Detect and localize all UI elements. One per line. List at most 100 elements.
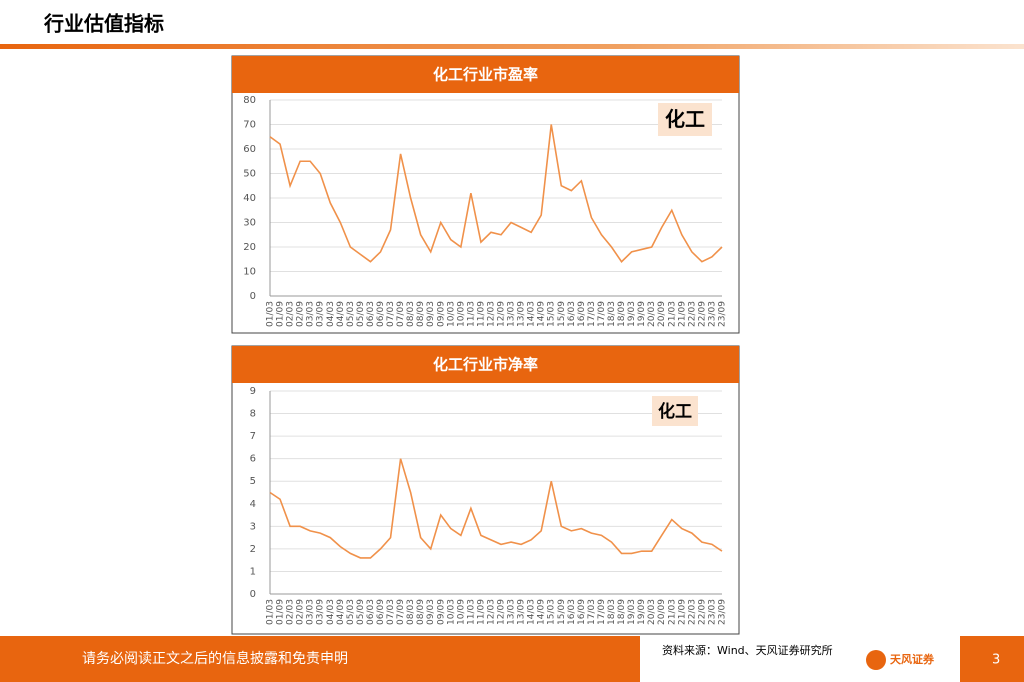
x-tick-label: 02/03	[286, 599, 296, 625]
x-tick-label: 17/03	[587, 599, 597, 625]
x-tick-label: 12/09	[497, 599, 507, 625]
x-tick-label: 08/03	[406, 301, 416, 327]
x-tick-label: 23/03	[707, 301, 717, 327]
x-tick-label: 16/03	[567, 301, 577, 327]
x-tick-label: 10/09	[456, 301, 466, 327]
x-tick-label: 01/03	[266, 599, 276, 625]
x-tick-label: 03/03	[306, 301, 316, 327]
x-tick-label: 04/09	[336, 301, 346, 327]
y-tick-label: 80	[243, 95, 256, 106]
x-tick-label: 04/09	[336, 599, 346, 625]
annotation: 化工	[658, 401, 692, 422]
x-tick-label: 22/09	[697, 301, 707, 327]
y-tick-label: 7	[250, 431, 256, 442]
x-tick-label: 01/03	[266, 301, 276, 327]
x-tick-label: 20/03	[647, 301, 657, 327]
x-tick-label: 06/09	[376, 599, 386, 625]
x-tick-label: 14/03	[527, 301, 537, 327]
footer-panel	[640, 636, 960, 682]
y-tick-label: 9	[250, 386, 256, 397]
x-tick-label: 04/03	[326, 599, 336, 625]
y-tick-label: 30	[243, 218, 256, 229]
y-tick-label: 3	[250, 521, 256, 532]
x-tick-label: 09/09	[436, 599, 446, 625]
x-tick-label: 06/09	[376, 301, 386, 327]
x-tick-label: 06/03	[366, 301, 376, 327]
x-tick-label: 10/03	[446, 599, 456, 625]
chart-header	[232, 346, 739, 383]
x-tick-label: 20/03	[647, 599, 657, 625]
chart-frame	[231, 345, 740, 635]
x-tick-label: 05/09	[356, 301, 366, 327]
y-tick-label: 4	[250, 499, 256, 510]
x-tick-label: 03/09	[316, 301, 326, 327]
y-tick-label: 0	[250, 589, 256, 600]
x-tick-label: 19/03	[627, 599, 637, 625]
x-tick-label: 18/09	[617, 599, 627, 625]
y-tick-label: 6	[250, 454, 256, 465]
y-tick-label: 10	[243, 267, 256, 278]
series-line	[269, 458, 723, 559]
x-tick-label: 18/03	[607, 599, 617, 625]
x-tick-label: 13/09	[517, 301, 527, 327]
x-tick-label: 22/03	[687, 599, 697, 625]
x-tick-label: 03/09	[316, 599, 326, 625]
x-tick-label: 19/03	[627, 301, 637, 327]
chart-title: 化工行业市净率	[433, 356, 538, 374]
x-tick-label: 16/09	[577, 301, 587, 327]
x-tick-label: 12/03	[486, 301, 496, 327]
x-tick-label: 01/09	[276, 301, 286, 327]
annotation-box	[652, 396, 698, 426]
x-tick-label: 17/09	[597, 301, 607, 327]
chart-title: 化工行业市盈率	[433, 66, 538, 84]
x-tick-label: 03/03	[306, 599, 316, 625]
x-tick-label: 22/09	[697, 599, 707, 625]
x-tick-label: 14/09	[537, 301, 547, 327]
x-tick-label: 12/09	[497, 301, 507, 327]
y-tick-label: 8	[250, 409, 256, 420]
x-tick-label: 13/03	[507, 599, 517, 625]
x-tick-label: 05/03	[346, 599, 356, 625]
y-tick-label: 0	[250, 291, 256, 302]
x-tick-label: 10/03	[446, 301, 456, 327]
x-tick-label: 08/09	[416, 599, 426, 625]
x-tick-label: 09/03	[426, 599, 436, 625]
x-tick-label: 13/09	[517, 599, 527, 625]
x-tick-label: 16/09	[577, 599, 587, 625]
x-tick-label: 23/09	[718, 599, 728, 625]
y-tick-label: 60	[243, 144, 256, 155]
x-tick-label: 19/09	[637, 599, 647, 625]
x-tick-label: 01/09	[276, 599, 286, 625]
y-tick-label: 5	[250, 476, 256, 487]
x-tick-label: 15/09	[557, 301, 567, 327]
slide-title: 行业估值指标	[43, 12, 164, 36]
annotation-box	[658, 103, 712, 136]
x-tick-label: 07/03	[386, 599, 396, 625]
x-tick-label: 02/09	[296, 599, 306, 625]
logo-icon	[866, 650, 886, 670]
x-tick-label: 15/03	[547, 301, 557, 327]
x-tick-label: 18/03	[607, 301, 617, 327]
header-rule	[0, 44, 1024, 49]
x-tick-label: 11/09	[476, 599, 486, 625]
x-tick-label: 20/09	[657, 599, 667, 625]
y-tick-label: 2	[250, 544, 256, 555]
chart-header	[232, 56, 739, 93]
x-tick-label: 23/09	[718, 301, 728, 327]
x-tick-label: 21/09	[677, 301, 687, 327]
x-tick-label: 05/09	[356, 599, 366, 625]
page-number: 3	[992, 653, 1000, 668]
x-tick-label: 13/03	[507, 301, 517, 327]
x-tick-label: 15/03	[547, 599, 557, 625]
series-line	[269, 124, 723, 263]
y-tick-label: 50	[243, 169, 256, 180]
x-tick-label: 21/09	[677, 599, 687, 625]
y-tick-label: 40	[243, 193, 256, 204]
source: 资料来源：Wind、天风证券研究所	[662, 643, 833, 657]
x-tick-label: 09/03	[426, 301, 436, 327]
x-tick-label: 23/03	[707, 599, 717, 625]
x-tick-label: 11/03	[466, 301, 476, 327]
x-tick-label: 21/03	[667, 599, 677, 625]
x-tick-label: 02/03	[286, 301, 296, 327]
x-tick-label: 10/09	[456, 599, 466, 625]
